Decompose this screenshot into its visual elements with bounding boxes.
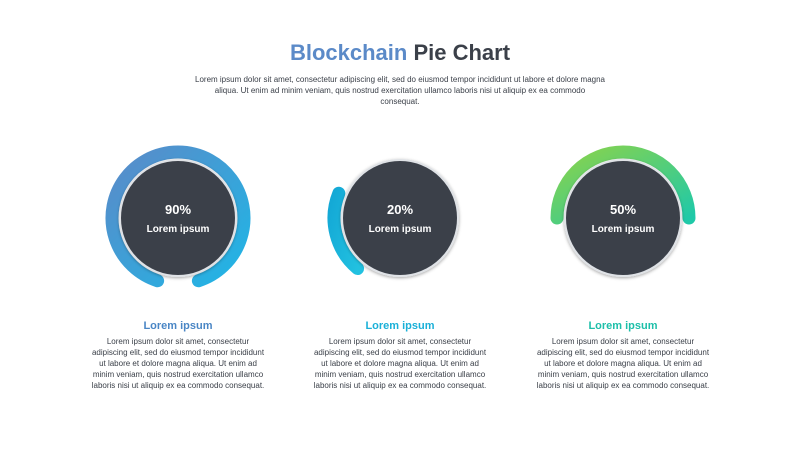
gauge-2-disc [341, 159, 459, 277]
gauge-3-arc [550, 145, 696, 225]
title-accent: Blockchain [289, 40, 408, 65]
gauge-1-label: Lorem ipsum [146, 224, 210, 235]
gauge-3-svg [550, 145, 696, 277]
gauge-card-2: 20% Lorem ipsum Lorem ipsum Lorem ipsum … [305, 130, 495, 410]
gauge-1: 90% Lorem ipsum [83, 130, 273, 290]
page-subtitle: Lorem ipsum dolor sit amet, consectetur … [195, 75, 605, 106]
gauge-1-arc [105, 145, 251, 288]
card-2-heading: Lorem ipsum [365, 320, 435, 332]
gauge-1-disc [119, 159, 237, 277]
card-3-heading: Lorem ipsum [588, 320, 658, 332]
gauge-3: 50% Lorem ipsum [528, 130, 718, 290]
title-rest: Pie Chart [413, 40, 511, 65]
card-3-description: Lorem ipsum dolor sit amet, consectetur … [536, 337, 710, 390]
gauge-2-svg [327, 159, 459, 277]
card-1-description: Lorem ipsum dolor sit amet, consectetur … [91, 337, 265, 390]
gauge-3-value: 50% [609, 202, 637, 217]
gauge-2: 20% Lorem ipsum [305, 130, 495, 290]
gauge-3-disc [564, 159, 682, 277]
page-title: Blockchain Pie Chart [0, 40, 800, 66]
card-2-description: Lorem ipsum dolor sit amet, consectetur … [313, 337, 487, 390]
card-1-heading: Lorem ipsum [143, 320, 213, 332]
gauge-2-value: 20% [386, 202, 414, 217]
gauge-card-3: 50% Lorem ipsum Lorem ipsum Lorem ipsum … [528, 130, 718, 410]
gauge-3-label: Lorem ipsum [591, 224, 655, 235]
gauge-2-label: Lorem ipsum [368, 224, 432, 235]
gauge-1-svg [105, 145, 251, 288]
gauge-2-arc [327, 186, 365, 276]
gauge-card-1: 90% Lorem ipsum Lorem ipsum Lorem ipsum … [83, 130, 273, 410]
gauge-1-value: 90% [164, 202, 192, 217]
